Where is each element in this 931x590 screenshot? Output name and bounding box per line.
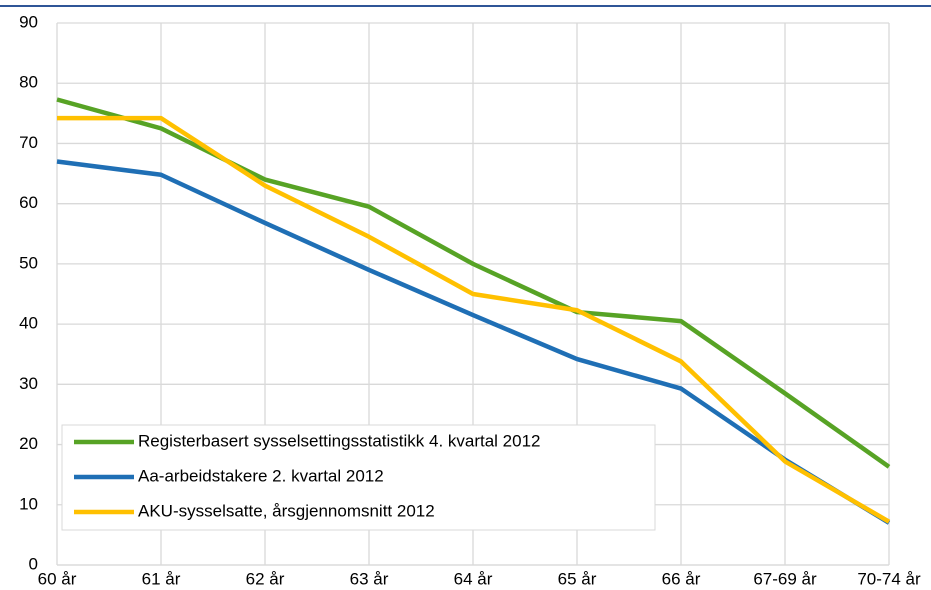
y-tick-label: 80 xyxy=(19,73,38,92)
y-tick-label: 20 xyxy=(19,434,38,453)
y-tick-label: 50 xyxy=(19,253,38,272)
legend-box xyxy=(61,424,656,531)
x-tick-label: 62 år xyxy=(246,569,285,588)
y-tick-label: 90 xyxy=(19,12,38,31)
legend-label: Registerbasert sysselsettingsstatistikk … xyxy=(138,431,541,450)
series-line xyxy=(56,159,891,525)
x-tick-label: 63 år xyxy=(350,569,389,588)
y-tick-label: 0 xyxy=(29,554,38,573)
series-line xyxy=(57,115,891,524)
y-tick-label: 30 xyxy=(19,374,38,393)
y-tick-label: 10 xyxy=(19,494,38,513)
x-tick-label: 61 år xyxy=(142,569,181,588)
y-tick-label: 60 xyxy=(19,193,38,212)
y-tick-label: 40 xyxy=(19,314,38,333)
x-tick-label: 67-69 år xyxy=(753,569,817,588)
series-line xyxy=(56,97,891,469)
x-tick-label: 65 år xyxy=(558,569,597,588)
legend-label: Aa-arbeidstakere 2. kvartal 2012 xyxy=(138,466,384,485)
y-tick-label: 70 xyxy=(19,133,38,152)
legend-label: AKU-sysselsatte, årsgjennomsnitt 2012 xyxy=(138,501,435,520)
x-tick-label: 70-74 år xyxy=(857,569,921,588)
x-tick-label: 66 år xyxy=(662,569,701,588)
x-tick-label: 60 år xyxy=(38,569,77,588)
x-tick-label: 64 år xyxy=(454,569,493,588)
